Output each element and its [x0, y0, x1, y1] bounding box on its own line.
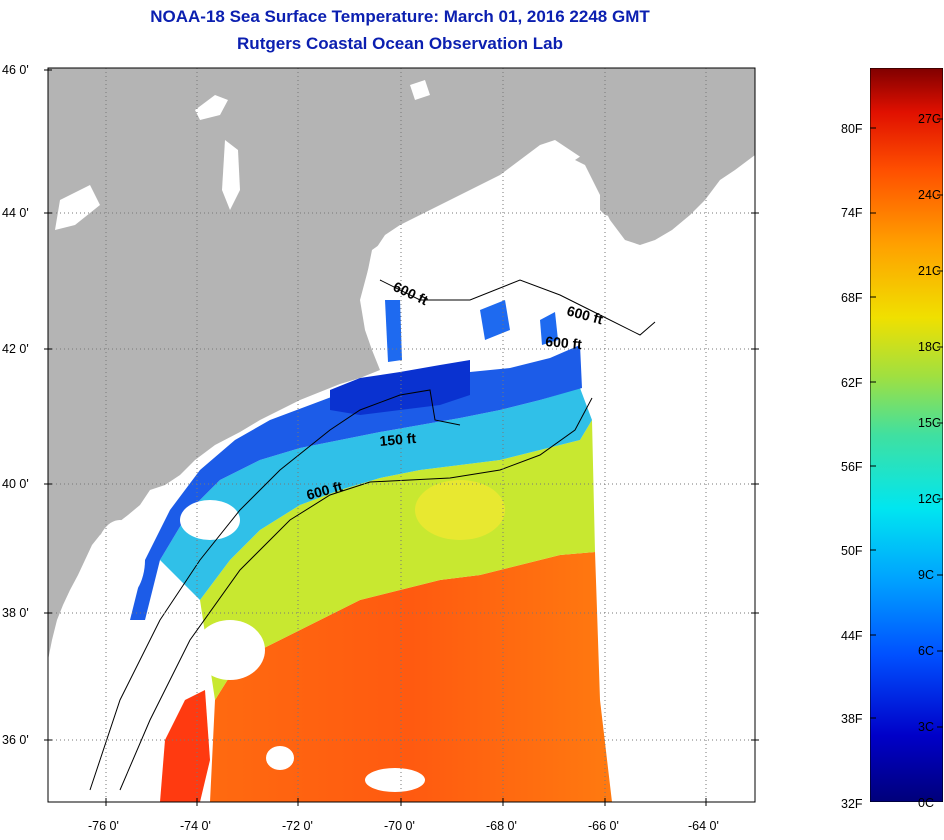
isobath-150ft	[89, 389, 461, 791]
lon-label: -68 0'	[486, 819, 517, 833]
lat-label: 42 0'	[2, 342, 29, 356]
sst-hot-filament	[160, 690, 210, 802]
lon-label: -72 0'	[282, 819, 313, 833]
isobath-label: 150 ft	[379, 430, 417, 449]
cloud-patch	[180, 500, 240, 540]
colorbar-ramp	[870, 68, 943, 802]
sst-cold-shelf	[130, 345, 582, 620]
cloud-patch	[365, 768, 425, 792]
lat-label: 46 0'	[2, 63, 29, 77]
sst-cool	[160, 388, 592, 600]
axis-ticks	[44, 69, 759, 806]
sst-warm	[210, 552, 612, 802]
isobath-label: 600 ft	[545, 333, 583, 352]
cloud-patch	[266, 746, 294, 770]
colorbar	[870, 68, 943, 802]
lat-label: 36 0'	[2, 733, 29, 747]
sst-cold-patch	[480, 300, 510, 340]
isobath-gulf-maine	[379, 279, 656, 336]
cloud-cover	[362, 150, 600, 370]
sst-cold-patch	[385, 300, 402, 362]
colorbar-f-label: 44F	[841, 629, 863, 643]
sst-warm-eddy	[415, 480, 505, 540]
lat-label: 38 0'	[2, 606, 29, 620]
cloud-patch	[95, 520, 145, 600]
lake	[410, 80, 430, 100]
isobath-600ft	[119, 397, 593, 791]
lon-label: -76 0'	[88, 819, 119, 833]
colorbar-f-label: 32F	[841, 797, 863, 811]
lon-label: -74 0'	[180, 819, 211, 833]
lat-label: 44 0'	[2, 206, 29, 220]
lon-label: -64 0'	[688, 819, 719, 833]
sst-coldest	[330, 360, 470, 415]
lake	[195, 95, 228, 120]
map-subtitle: Rutgers Coastal Ocean Observation Lab	[237, 34, 563, 53]
colorbar-f-label: 50F	[841, 544, 863, 558]
colorbar-f-label: 80F	[841, 122, 863, 136]
sst-mid	[200, 420, 595, 700]
lake	[55, 185, 100, 230]
colorbar-f-label: 56F	[841, 460, 863, 474]
lake	[222, 140, 240, 210]
lat-label: 40 0'	[2, 477, 29, 491]
colorbar-f-label: 74F	[841, 206, 863, 220]
colorbar-f-label: 62F	[841, 376, 863, 390]
cloud-patch	[195, 620, 265, 680]
sst-cold-patch	[540, 312, 558, 345]
lon-label: -66 0'	[588, 819, 619, 833]
lon-label: -70 0'	[384, 819, 415, 833]
colorbar-f-labels: 80F 74F 68F 62F 56F 50F 44F 38F 32F	[841, 122, 863, 811]
colorbar-f-label: 38F	[841, 712, 863, 726]
map-title: NOAA-18 Sea Surface Temperature: March 0…	[150, 7, 650, 26]
land-mass	[48, 68, 755, 660]
colorbar-f-label: 68F	[841, 291, 863, 305]
colorbar-ticks	[870, 118, 943, 728]
